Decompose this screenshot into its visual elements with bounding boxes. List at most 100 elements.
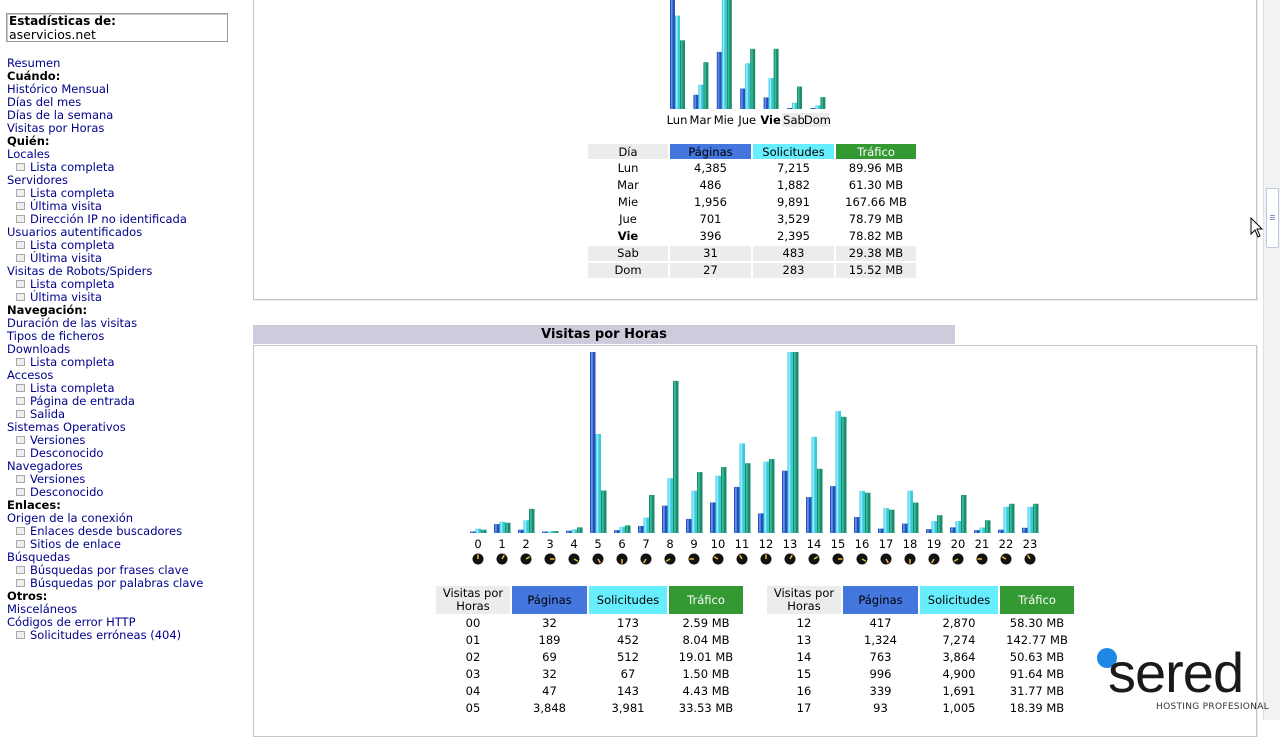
menu-subitem[interactable]: Salida xyxy=(7,408,203,421)
menu-link-text[interactable]: Accesos xyxy=(7,368,54,382)
menu-subitem[interactable]: Lista completa xyxy=(7,278,203,291)
menu-link[interactable]: Origen de la conexión xyxy=(7,512,203,525)
menu-link[interactable]: Sistemas Operativos xyxy=(7,421,203,434)
menu-link-text[interactable]: Navegadores xyxy=(7,459,83,473)
menu-link[interactable]: Duración de las visitas xyxy=(7,317,203,330)
menu-link[interactable]: Tipos de ficheros xyxy=(7,330,203,343)
bar-traffic-highlight xyxy=(890,509,892,533)
cell-day: Jue xyxy=(619,212,637,226)
col-requests: Solicitudes xyxy=(589,586,667,614)
cell-pages: 763 xyxy=(869,650,892,664)
cell-day: Sab xyxy=(588,246,668,261)
menu-subitem[interactable]: Sitios de enlace xyxy=(7,538,203,551)
table-row: 03 32 67 1.50 MB xyxy=(436,667,743,682)
menu-link-text[interactable]: Códigos de error HTTP xyxy=(7,615,136,629)
section-title: Visitas por Horas xyxy=(253,325,955,344)
menu-link[interactable]: Códigos de error HTTP xyxy=(7,616,203,629)
vertical-scrollbar[interactable] xyxy=(1263,0,1280,720)
menu-link-text[interactable]: Visitas por Horas xyxy=(7,121,105,135)
menu-link-text[interactable]: Visitas de Robots/Spiders xyxy=(7,264,153,278)
menu-link-text[interactable]: Dirección IP no identificada xyxy=(30,212,187,226)
menu-link-text[interactable]: Servidores xyxy=(7,173,68,187)
menu-link[interactable]: Servidores xyxy=(7,174,203,187)
menu-link[interactable]: Días de la semana xyxy=(7,109,203,122)
menu-link-text[interactable]: Última visita xyxy=(30,290,102,304)
menu-link-text[interactable]: Tipos de ficheros xyxy=(7,329,105,343)
menu-link[interactable]: Visitas por Horas xyxy=(7,122,203,135)
weekday-panel: Lun Mar Mie Jue Vie Sab Dom Día Páginas Solici… xyxy=(253,0,1257,300)
menu-link-text[interactable]: Sistemas Operativos xyxy=(7,420,126,434)
menu-subitem[interactable]: Solicitudes erróneas (404) xyxy=(7,629,203,642)
scrollbar-thumb[interactable] xyxy=(1266,188,1279,248)
menu-link-text[interactable]: Lista completa xyxy=(30,186,115,200)
menu-link-text[interactable]: Lista completa xyxy=(30,355,115,369)
menu-link-text[interactable]: Desconocido xyxy=(30,485,104,499)
menu-link[interactable]: Resumen xyxy=(7,57,203,70)
menu-link-text[interactable]: Días de la semana xyxy=(7,108,114,122)
menu-link-text[interactable]: Búsquedas por frases clave xyxy=(30,563,189,577)
menu-subitem[interactable]: Búsquedas por palabras clave xyxy=(7,577,203,590)
cell-hour: 04 xyxy=(465,684,481,698)
menu-subitem[interactable]: Última visita xyxy=(7,252,203,265)
menu-subitem[interactable]: Versiones xyxy=(7,434,203,447)
x-tick-label: 11 xyxy=(735,537,750,551)
menu-link-text[interactable]: Lista completa xyxy=(30,160,115,174)
cell-traffic: 91.64 MB xyxy=(1009,667,1065,681)
clock-hand xyxy=(501,554,505,560)
menu-link-text[interactable]: Origen de la conexión xyxy=(7,511,134,525)
menu-link[interactable]: Usuarios autentificados xyxy=(7,226,203,239)
col-traffic: Tráfico xyxy=(669,586,743,614)
clock-hand xyxy=(1027,554,1031,560)
cell-traffic: 78.79 MB xyxy=(848,212,904,226)
menu-link-text[interactable]: Solicitudes erróneas (404) xyxy=(30,628,182,642)
menu-link[interactable]: Búsquedas xyxy=(7,551,203,564)
bar-requests-highlight xyxy=(476,528,479,533)
menu-link-text[interactable]: Enlaces desde buscadores xyxy=(30,524,183,538)
menu-link-text[interactable]: Resumen xyxy=(7,56,61,70)
menu-subitem[interactable]: Última visita xyxy=(7,200,203,213)
menu-link-text[interactable]: Sitios de enlace xyxy=(30,537,121,551)
menu-link[interactable]: Días del mes xyxy=(7,96,203,109)
menu-link[interactable]: Histórico Mensual xyxy=(7,83,203,96)
menu-link[interactable]: Visitas de Robots/Spiders xyxy=(7,265,203,278)
menu-subitem[interactable]: Búsquedas por frases clave xyxy=(7,564,203,577)
menu-link-text[interactable]: Versiones xyxy=(30,472,86,486)
menu-link-text[interactable]: Versiones xyxy=(30,433,86,447)
bar-requests-highlight xyxy=(596,433,599,533)
menu-subitem[interactable]: Dirección IP no identificada xyxy=(7,213,203,226)
x-tick-label: 8 xyxy=(666,537,673,551)
menu-link-text[interactable]: Usuarios autentificados xyxy=(7,225,143,239)
menu-link-text[interactable]: Lista completa xyxy=(30,238,115,252)
menu-link[interactable]: Downloads xyxy=(7,343,203,356)
menu-link-text[interactable]: Histórico Mensual xyxy=(7,82,110,96)
menu-link-text[interactable]: Lista completa xyxy=(30,277,115,291)
menu-link-text[interactable]: Misceláneos xyxy=(7,602,78,616)
menu-subitem[interactable]: Lista completa xyxy=(7,161,203,174)
menu-link-text[interactable]: Desconocido xyxy=(30,446,104,460)
menu-link-text[interactable]: Lista completa xyxy=(30,381,115,395)
menu-link-text[interactable]: Días del mes xyxy=(7,95,82,109)
menu-subitem[interactable]: Última visita xyxy=(7,291,203,304)
menu-link[interactable]: Accesos xyxy=(7,369,203,382)
menu-link-text[interactable]: Última visita xyxy=(30,199,102,213)
menu-subitem[interactable]: Lista completa xyxy=(7,356,203,369)
menu-link-text[interactable]: Búsquedas por palabras clave xyxy=(30,576,204,590)
menu-link-text[interactable]: Salida xyxy=(30,407,66,421)
menu-subitem[interactable]: Desconocido xyxy=(7,447,203,460)
menu-link[interactable]: Navegadores xyxy=(7,460,203,473)
menu-subitem[interactable]: Lista completa xyxy=(7,187,203,200)
menu-subitem[interactable]: Lista completa xyxy=(7,382,203,395)
menu-link-text[interactable]: Duración de las visitas xyxy=(7,316,138,330)
menu-subitem[interactable]: Página de entrada xyxy=(7,395,203,408)
menu-subitem[interactable]: Versiones xyxy=(7,473,203,486)
menu-link-text[interactable]: Búsquedas xyxy=(7,550,71,564)
menu-link-text[interactable]: Última visita xyxy=(30,251,102,265)
menu-link[interactable]: Misceláneos xyxy=(7,603,203,616)
menu-link-text[interactable]: Downloads xyxy=(7,342,71,356)
menu-subitem[interactable]: Desconocido xyxy=(7,486,203,499)
menu-link-text[interactable]: Locales xyxy=(7,147,50,161)
menu-link-text[interactable]: Página de entrada xyxy=(30,394,135,408)
menu-link[interactable]: Locales xyxy=(7,148,203,161)
menu-subitem[interactable]: Enlaces desde buscadores xyxy=(7,525,203,538)
menu-subitem[interactable]: Lista completa xyxy=(7,239,203,252)
